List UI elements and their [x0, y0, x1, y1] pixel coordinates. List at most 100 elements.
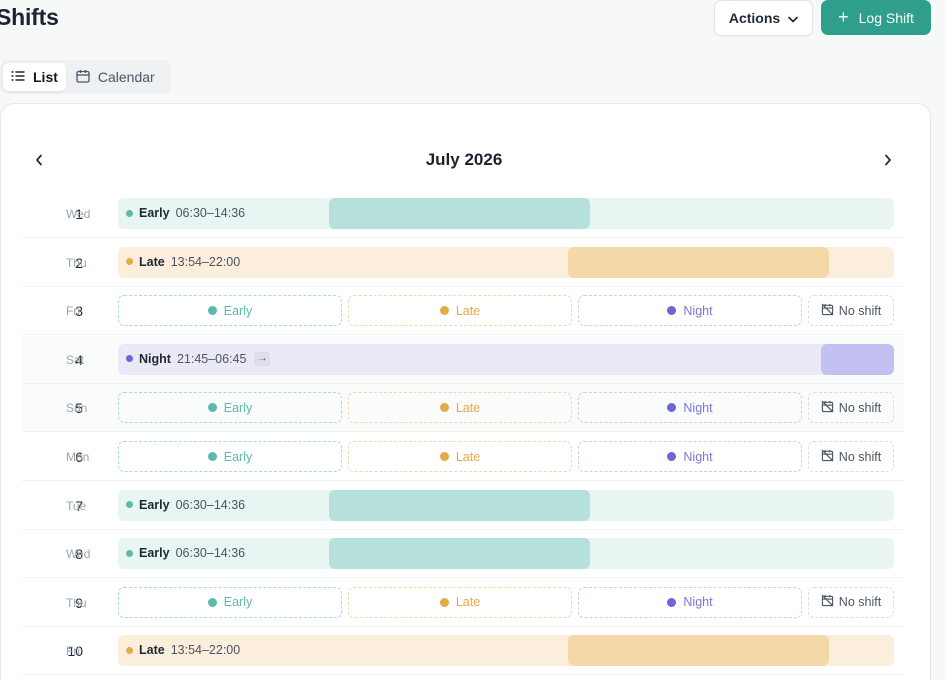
shift-dot-icon [667, 597, 677, 607]
day-row: 8 Wed Early 06:30–14:36 [22, 530, 904, 579]
shift-bar-early[interactable]: Early 06:30–14:36 [118, 198, 894, 229]
option-label: Early [223, 595, 253, 610]
shift-bar-early[interactable]: Early 06:30–14:36 [118, 489, 894, 521]
option-label: Late [455, 449, 481, 464]
shift-label: Early 06:30–14:36 [126, 546, 245, 560]
pick-late-button[interactable]: Late [348, 392, 572, 424]
shift-time: 06:30–14:36 [175, 546, 246, 561]
pick-night-button[interactable]: Night [578, 392, 802, 424]
shift-time: 06:30–14:36 [175, 206, 246, 220]
option-label: No shift [838, 595, 882, 610]
weekday-label: Wed [66, 547, 91, 562]
no-shift-button[interactable]: No shift [808, 392, 894, 424]
weekday-label: Sat [66, 352, 85, 367]
shift-dot-icon [439, 403, 449, 413]
chevron-left-icon [36, 154, 42, 166]
day-row: 1 Wed Early 06:30–14:36 [22, 190, 904, 238]
option-label: Early [223, 400, 253, 415]
shift-bar-early[interactable]: Early 06:30–14:36 [118, 538, 894, 570]
day-row: 4 Sat Night 21:45–06:45 → [22, 335, 904, 384]
shift-dot-icon [207, 403, 217, 413]
calendar-off-icon [821, 303, 834, 319]
option-label: Night [683, 449, 713, 464]
weekday-label: Sun [66, 401, 88, 416]
list-view-label: List [33, 69, 58, 85]
shift-dot-icon [207, 306, 217, 316]
pick-late-button[interactable]: Late [348, 441, 572, 472]
option-label: Night [683, 595, 713, 610]
day-number: 9 [75, 594, 83, 611]
shift-dot-icon [439, 597, 449, 607]
shift-name: Late [139, 643, 165, 658]
shift-dot-icon [126, 646, 133, 654]
option-label: Night [683, 400, 713, 415]
day-row: 10 Fri Late 13:54–22:00 [22, 627, 904, 676]
option-label: No shift [838, 400, 882, 415]
previous-month-button[interactable] [29, 150, 49, 170]
day-number: 5 [75, 400, 83, 417]
shift-dot-icon [126, 355, 133, 363]
day-row: 7 Tue Early 06:30–14:36 [22, 482, 904, 530]
pick-night-button[interactable]: Night [578, 441, 802, 472]
no-shift-button[interactable]: No shift [808, 295, 894, 327]
weekday-label: Tue [66, 498, 87, 513]
calendar-off-icon [821, 400, 834, 413]
list-icon [11, 69, 25, 85]
day-number: 4 [75, 351, 83, 368]
shift-dot-icon [207, 452, 217, 461]
shift-label: Early 06:30–14:36 [126, 206, 245, 220]
calendar-off-icon [821, 449, 834, 461]
view-toggle: List Calendar [0, 60, 171, 94]
shift-bar-night[interactable]: Night 21:45–06:45 → [118, 343, 894, 375]
shift-time: 06:30–14:36 [175, 497, 246, 512]
calendar-view-label: Calendar [97, 69, 155, 85]
day-number: 6 [75, 449, 83, 465]
shift-time-block [568, 246, 829, 278]
shift-dot-icon [126, 501, 133, 509]
pick-early-button[interactable]: Early [118, 392, 342, 424]
no-shift-button[interactable]: No shift [808, 586, 894, 618]
list-view-tab[interactable]: List [3, 63, 66, 91]
option-label: Late [455, 400, 481, 415]
pick-late-button[interactable]: Late [348, 295, 572, 327]
shift-label: Night 21:45–06:45 → [126, 351, 271, 366]
day-number: 10 [67, 643, 83, 660]
shift-time: 13:54–22:00 [170, 254, 241, 269]
weekday-label: Thu [66, 255, 87, 270]
actions-button[interactable]: Actions [714, 0, 813, 36]
option-label: Early [223, 449, 253, 464]
calendar-off-icon [821, 303, 834, 316]
shift-dot-icon [439, 306, 449, 316]
option-label: Late [455, 595, 481, 610]
shift-bar-late[interactable]: Late 13:54–22:00 [118, 246, 894, 278]
no-shift-button[interactable]: No shift [808, 441, 894, 472]
shift-dot-icon [439, 452, 449, 461]
chevron-right-icon [885, 154, 891, 166]
actions-button-label: Actions [728, 10, 781, 26]
day-number: 1 [75, 206, 83, 222]
day-number: 7 [75, 497, 83, 514]
calendar-icon [76, 69, 90, 86]
pick-early-button[interactable]: Early [118, 586, 342, 618]
shift-time-block [568, 635, 829, 667]
calendar-view-tab[interactable]: Calendar [66, 63, 165, 91]
calendar-off-icon [821, 400, 834, 416]
shift-bar-late[interactable]: Late 13:54–22:00 [118, 635, 894, 667]
log-shift-button[interactable]: + Log Shift [821, 0, 931, 35]
option-label: Late [455, 303, 481, 318]
option-label: No shift [838, 449, 882, 464]
weekday-label: Wed [66, 207, 91, 221]
pick-night-button[interactable]: Night [578, 295, 802, 327]
shift-time-block [821, 343, 894, 375]
pick-early-button[interactable]: Early [118, 295, 342, 327]
shift-dot-icon [126, 258, 133, 266]
pick-late-button[interactable]: Late [348, 586, 572, 618]
month-title: July 2026 [425, 150, 503, 169]
pick-night-button[interactable]: Night [578, 586, 802, 618]
pick-early-button[interactable]: Early [118, 441, 342, 472]
weekday-label: Thu [66, 595, 87, 610]
weekday-label: Fri [66, 304, 80, 319]
day-number: 3 [75, 303, 83, 320]
next-month-button[interactable] [878, 150, 898, 170]
weekday-label: Fri [66, 644, 80, 659]
